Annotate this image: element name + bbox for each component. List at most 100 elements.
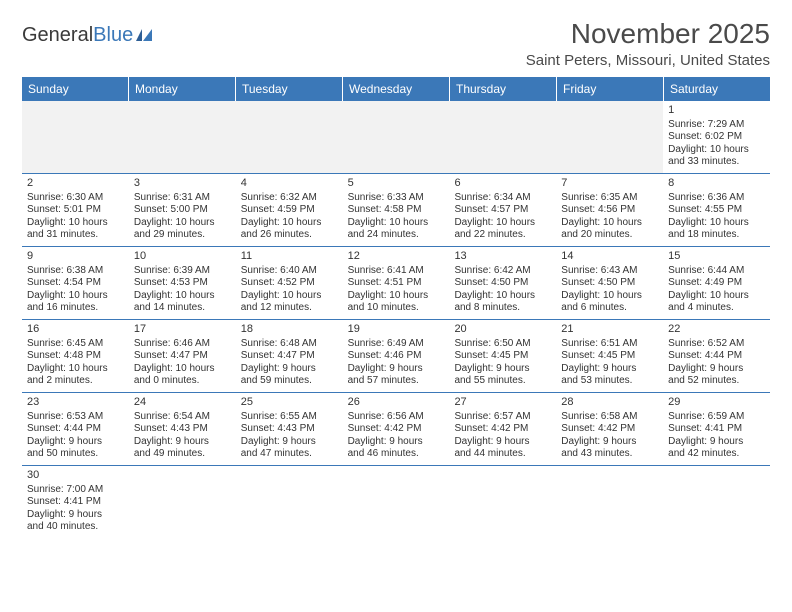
- dow-monday: Monday: [129, 77, 236, 101]
- weeks-container: 1Sunrise: 7:29 AMSunset: 6:02 PMDaylight…: [22, 101, 770, 538]
- day-cell: 14Sunrise: 6:43 AMSunset: 4:50 PMDayligh…: [556, 247, 663, 319]
- sunrise-text: Sunrise: 6:34 AM: [454, 192, 551, 205]
- daylight-text: and 12 minutes.: [241, 302, 338, 315]
- logo-text-dark: General: [22, 24, 93, 47]
- day-number: 10: [134, 250, 231, 264]
- day-number: 12: [348, 250, 445, 264]
- daylight-text: and 24 minutes.: [348, 229, 445, 242]
- sunrise-text: Sunrise: 6:40 AM: [241, 265, 338, 278]
- empty-cell: [663, 466, 770, 538]
- week-row: 1Sunrise: 7:29 AMSunset: 6:02 PMDaylight…: [22, 101, 770, 174]
- sunrise-text: Sunrise: 6:54 AM: [134, 411, 231, 424]
- daylight-text: and 57 minutes.: [348, 375, 445, 388]
- title-block: November 2025 Saint Peters, Missouri, Un…: [526, 18, 770, 69]
- sunset-text: Sunset: 4:43 PM: [134, 423, 231, 436]
- day-number: 15: [668, 250, 765, 264]
- daylight-text: and 49 minutes.: [134, 448, 231, 461]
- day-cell: 30Sunrise: 7:00 AMSunset: 4:41 PMDayligh…: [22, 466, 129, 538]
- daylight-text: Daylight: 10 hours: [561, 290, 658, 303]
- day-number: 21: [561, 323, 658, 337]
- daylight-text: and 4 minutes.: [668, 302, 765, 315]
- daylight-text: and 33 minutes.: [668, 156, 765, 169]
- daylight-text: Daylight: 10 hours: [668, 290, 765, 303]
- day-number: 14: [561, 250, 658, 264]
- day-number: 4: [241, 177, 338, 191]
- daylight-text: Daylight: 9 hours: [348, 436, 445, 449]
- sunset-text: Sunset: 4:45 PM: [454, 350, 551, 363]
- day-cell: 3Sunrise: 6:31 AMSunset: 5:00 PMDaylight…: [129, 174, 236, 246]
- daylight-text: Daylight: 10 hours: [134, 290, 231, 303]
- empty-cell: [22, 101, 129, 173]
- empty-cell: [556, 466, 663, 538]
- daylight-text: Daylight: 10 hours: [561, 217, 658, 230]
- daylight-text: Daylight: 9 hours: [561, 363, 658, 376]
- day-number: 7: [561, 177, 658, 191]
- empty-cell: [129, 101, 236, 173]
- sunrise-text: Sunrise: 6:43 AM: [561, 265, 658, 278]
- day-cell: 22Sunrise: 6:52 AMSunset: 4:44 PMDayligh…: [663, 320, 770, 392]
- daylight-text: Daylight: 10 hours: [454, 217, 551, 230]
- day-number: 29: [668, 396, 765, 410]
- sunrise-text: Sunrise: 7:00 AM: [27, 484, 124, 497]
- sunrise-text: Sunrise: 6:53 AM: [27, 411, 124, 424]
- sunrise-text: Sunrise: 6:52 AM: [668, 338, 765, 351]
- sunrise-text: Sunrise: 6:46 AM: [134, 338, 231, 351]
- sunset-text: Sunset: 4:48 PM: [27, 350, 124, 363]
- sunset-text: Sunset: 4:42 PM: [454, 423, 551, 436]
- dow-thursday: Thursday: [450, 77, 557, 101]
- day-number: 3: [134, 177, 231, 191]
- empty-cell: [236, 466, 343, 538]
- day-number: 5: [348, 177, 445, 191]
- sunrise-text: Sunrise: 6:36 AM: [668, 192, 765, 205]
- daylight-text: and 29 minutes.: [134, 229, 231, 242]
- day-number: 25: [241, 396, 338, 410]
- day-number: 28: [561, 396, 658, 410]
- sunrise-text: Sunrise: 7:29 AM: [668, 119, 765, 132]
- daylight-text: Daylight: 10 hours: [348, 217, 445, 230]
- day-cell: 20Sunrise: 6:50 AMSunset: 4:45 PMDayligh…: [449, 320, 556, 392]
- sunrise-text: Sunrise: 6:38 AM: [27, 265, 124, 278]
- daylight-text: and 16 minutes.: [27, 302, 124, 315]
- daylight-text: and 14 minutes.: [134, 302, 231, 315]
- daylight-text: and 52 minutes.: [668, 375, 765, 388]
- daylight-text: Daylight: 10 hours: [668, 217, 765, 230]
- calendar: Sunday Monday Tuesday Wednesday Thursday…: [22, 77, 770, 538]
- sunrise-text: Sunrise: 6:49 AM: [348, 338, 445, 351]
- day-number: 24: [134, 396, 231, 410]
- dow-tuesday: Tuesday: [236, 77, 343, 101]
- daylight-text: Daylight: 10 hours: [668, 144, 765, 157]
- sunrise-text: Sunrise: 6:35 AM: [561, 192, 658, 205]
- sunrise-text: Sunrise: 6:57 AM: [454, 411, 551, 424]
- day-cell: 6Sunrise: 6:34 AMSunset: 4:57 PMDaylight…: [449, 174, 556, 246]
- week-row: 23Sunrise: 6:53 AMSunset: 4:44 PMDayligh…: [22, 393, 770, 466]
- daylight-text: Daylight: 10 hours: [27, 217, 124, 230]
- day-cell: 10Sunrise: 6:39 AMSunset: 4:53 PMDayligh…: [129, 247, 236, 319]
- sunset-text: Sunset: 4:51 PM: [348, 277, 445, 290]
- daylight-text: and 43 minutes.: [561, 448, 658, 461]
- flag-icon: [136, 27, 158, 43]
- sunrise-text: Sunrise: 6:33 AM: [348, 192, 445, 205]
- sunset-text: Sunset: 4:47 PM: [134, 350, 231, 363]
- daylight-text: and 46 minutes.: [348, 448, 445, 461]
- day-cell: 17Sunrise: 6:46 AMSunset: 4:47 PMDayligh…: [129, 320, 236, 392]
- day-number: 19: [348, 323, 445, 337]
- daylight-text: Daylight: 9 hours: [134, 436, 231, 449]
- day-number: 8: [668, 177, 765, 191]
- day-number: 1: [668, 104, 765, 118]
- day-cell: 24Sunrise: 6:54 AMSunset: 4:43 PMDayligh…: [129, 393, 236, 465]
- day-number: 22: [668, 323, 765, 337]
- daylight-text: and 42 minutes.: [668, 448, 765, 461]
- daylight-text: Daylight: 10 hours: [134, 363, 231, 376]
- day-number: 30: [27, 469, 124, 483]
- sunset-text: Sunset: 4:58 PM: [348, 204, 445, 217]
- week-row: 9Sunrise: 6:38 AMSunset: 4:54 PMDaylight…: [22, 247, 770, 320]
- day-cell: 23Sunrise: 6:53 AMSunset: 4:44 PMDayligh…: [22, 393, 129, 465]
- dow-saturday: Saturday: [664, 77, 770, 101]
- sunrise-text: Sunrise: 6:41 AM: [348, 265, 445, 278]
- day-cell: 4Sunrise: 6:32 AMSunset: 4:59 PMDaylight…: [236, 174, 343, 246]
- day-cell: 12Sunrise: 6:41 AMSunset: 4:51 PMDayligh…: [343, 247, 450, 319]
- day-number: 11: [241, 250, 338, 264]
- sunrise-text: Sunrise: 6:55 AM: [241, 411, 338, 424]
- day-number: 16: [27, 323, 124, 337]
- daylight-text: Daylight: 9 hours: [348, 363, 445, 376]
